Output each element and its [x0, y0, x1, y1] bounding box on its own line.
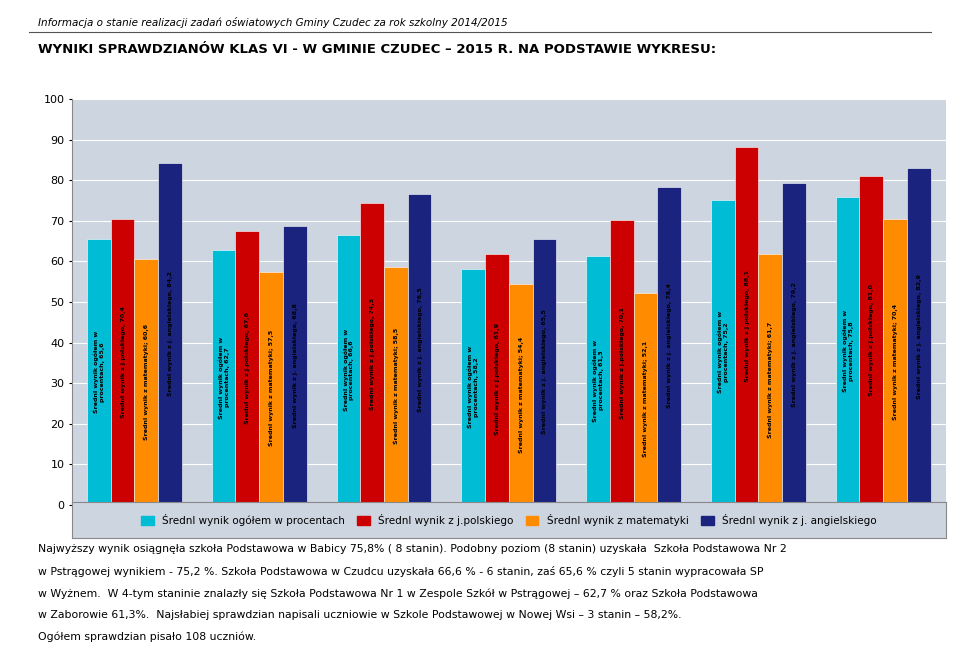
Text: ŚrednI wynik z j.polskiego, 67,6: ŚrednI wynik z j.polskiego, 67,6 [245, 312, 251, 424]
Text: ŚrednI wynik z j. angielskiego, 76,5: ŚrednI wynik z j. angielskiego, 76,5 [417, 287, 422, 412]
Bar [859, 176, 883, 505]
Text: ŚrednI wynik z j.polskiego, 81,0: ŚrednI wynik z j.polskiego, 81,0 [869, 284, 875, 397]
Bar [485, 253, 509, 505]
Bar [658, 187, 681, 505]
Text: ŚrednI wynik z matematyki; 70,4: ŚrednI wynik z matematyki; 70,4 [892, 304, 898, 420]
Bar [134, 259, 158, 505]
Bar [408, 195, 431, 505]
Bar [836, 197, 859, 505]
Bar [533, 239, 556, 505]
Text: w Pstrągowej wynikiem - 75,2 %. Szkoła Podstawowa w Czudcu uzyskała 66,6 % - 6 s: w Pstrągowej wynikiem - 75,2 %. Szkoła P… [38, 566, 764, 578]
Text: ŚrednI wynik ogółem w
procentach, 61,3: ŚrednI wynik ogółem w procentach, 61,3 [592, 339, 604, 422]
Text: ŚrednI wynik z j. angielskiego, 65,5: ŚrednI wynik z j. angielskiego, 65,5 [541, 310, 547, 434]
Bar [587, 256, 610, 505]
Text: ŚrednI wynik z j.polskiego, 70,4: ŚrednI wynik z j.polskiego, 70,4 [120, 306, 126, 418]
Text: ŚrednI wynik z j. angielskiego, 68,8: ŚrednI wynik z j. angielskiego, 68,8 [292, 303, 298, 428]
Bar [462, 269, 485, 505]
Text: Najwyższy wynik osiągnęła szkoła Podstawowa w Babicy 75,8% ( 8 stanin). Podobny : Najwyższy wynik osiągnęła szkoła Podstaw… [38, 544, 787, 554]
Text: w Wyżnem.  W 4-tym staninie znalazły się Szkoła Podstawowa Nr 1 w Zespole Szkół : w Wyżnem. W 4-tym staninie znalazły się … [38, 588, 758, 599]
Text: ŚrednI wynik z j.polskiego, 74,3: ŚrednI wynik z j.polskiego, 74,3 [370, 298, 375, 410]
Bar [235, 230, 259, 505]
Text: ŚrednI wynik z matematyki; 58,5: ŚrednI wynik z matematyki; 58,5 [393, 328, 398, 444]
Bar [110, 219, 134, 505]
Text: ŚrednI wynik z j.polskiego, 70,1: ŚrednI wynik z j.polskiego, 70,1 [619, 307, 625, 418]
Text: ŚrednI wynik ogółem w
procentach, 58,2: ŚrednI wynik ogółem w procentach, 58,2 [468, 346, 479, 428]
Text: ŚrednI wynik z j. angielskiego, 78,4: ŚrednI wynik z j. angielskiego, 78,4 [666, 283, 672, 409]
Legend: ŚrednI wynik ogółem w procentach, ŚrednI wynik z j.polskiego, ŚrednI wynik z mat: ŚrednI wynik ogółem w procentach, ŚrednI… [135, 509, 882, 531]
Text: ŚrednI wynik z matematyki; 61,7: ŚrednI wynik z matematyki; 61,7 [767, 321, 773, 438]
Bar [634, 294, 658, 505]
Text: ŚrednI wynik z j.polskiego, 88,1: ŚrednI wynik z j.polskiego, 88,1 [744, 270, 750, 382]
Text: ŚrednI wynik z j. angielskiego, 84,2: ŚrednI wynik z j. angielskiego, 84,2 [167, 271, 173, 397]
Text: WYNIKI SPRAWDZIANÓW KLAS VI - W GMINIE CZUDEC – 2015 R. NA PODSTAWIE WYKRESU:: WYNIKI SPRAWDZIANÓW KLAS VI - W GMINIE C… [38, 43, 716, 56]
Text: ŚrednI wynik z matematyki; 57,5: ŚrednI wynik z matematyki; 57,5 [268, 330, 274, 446]
Text: ŚrednI wynik ogółem w
procentach, 75,2: ŚrednI wynik ogółem w procentach, 75,2 [717, 312, 729, 393]
Bar [212, 250, 235, 505]
Bar [384, 267, 408, 505]
Text: ŚrednI wynik z matematyki; 52,1: ŚrednI wynik z matematyki; 52,1 [642, 341, 648, 457]
Bar [782, 183, 805, 505]
Bar [907, 168, 930, 505]
Text: ŚrednI wynik ogółem w
procentach, 65,6: ŚrednI wynik ogółem w procentach, 65,6 [93, 331, 105, 412]
Text: Ogółem sprawdzian pisało 108 uczniów.: Ogółem sprawdzian pisało 108 uczniów. [38, 632, 256, 642]
Bar [360, 203, 384, 505]
Text: ŚrednI wynik z j. angielskiego, 82,9: ŚrednI wynik z j. angielskiego, 82,9 [916, 274, 922, 399]
Text: w Zaborowie 61,3%.  Najsłabiej sprawdzian napisali uczniowie w Szkole Podstawowe: w Zaborowie 61,3%. Najsłabiej sprawdzian… [38, 610, 682, 620]
Bar [283, 226, 306, 505]
Text: ŚrednI wynik z matematyki; 60,6: ŚrednI wynik z matematyki; 60,6 [143, 324, 149, 440]
Text: ŚrednI wynik ogółem w
procentach, 66,6: ŚrednI wynik ogółem w procentach, 66,6 [343, 329, 354, 411]
Bar [758, 255, 782, 505]
Text: Informacja o stanie realizacji zadań oświatowych Gminy Czudec za rok szkolny 201: Informacja o stanie realizacji zadań ośw… [38, 16, 508, 28]
Text: ŚrednI wynik ogółem w
procentach, 75,8: ŚrednI wynik ogółem w procentach, 75,8 [842, 310, 853, 392]
Text: ŚrednI wynik z j. angielskiego, 79,2: ŚrednI wynik z j. angielskiego, 79,2 [791, 282, 797, 407]
Bar [610, 220, 634, 505]
Bar [883, 219, 907, 505]
Bar [337, 234, 360, 505]
Bar [711, 200, 734, 505]
Text: ŚrednI wynik ogółem w
procentach, 62,7: ŚrednI wynik ogółem w procentach, 62,7 [218, 337, 229, 418]
Bar [509, 284, 533, 505]
Text: ŚrednI wynik z matematyki; 54,4: ŚrednI wynik z matematyki; 54,4 [517, 337, 523, 453]
Bar [734, 147, 758, 505]
Bar [259, 271, 283, 505]
Text: ŚrednI wynik z j.polskiego, 61,9: ŚrednI wynik z j.polskiego, 61,9 [494, 323, 500, 436]
Bar [158, 163, 181, 505]
Bar [87, 239, 110, 505]
